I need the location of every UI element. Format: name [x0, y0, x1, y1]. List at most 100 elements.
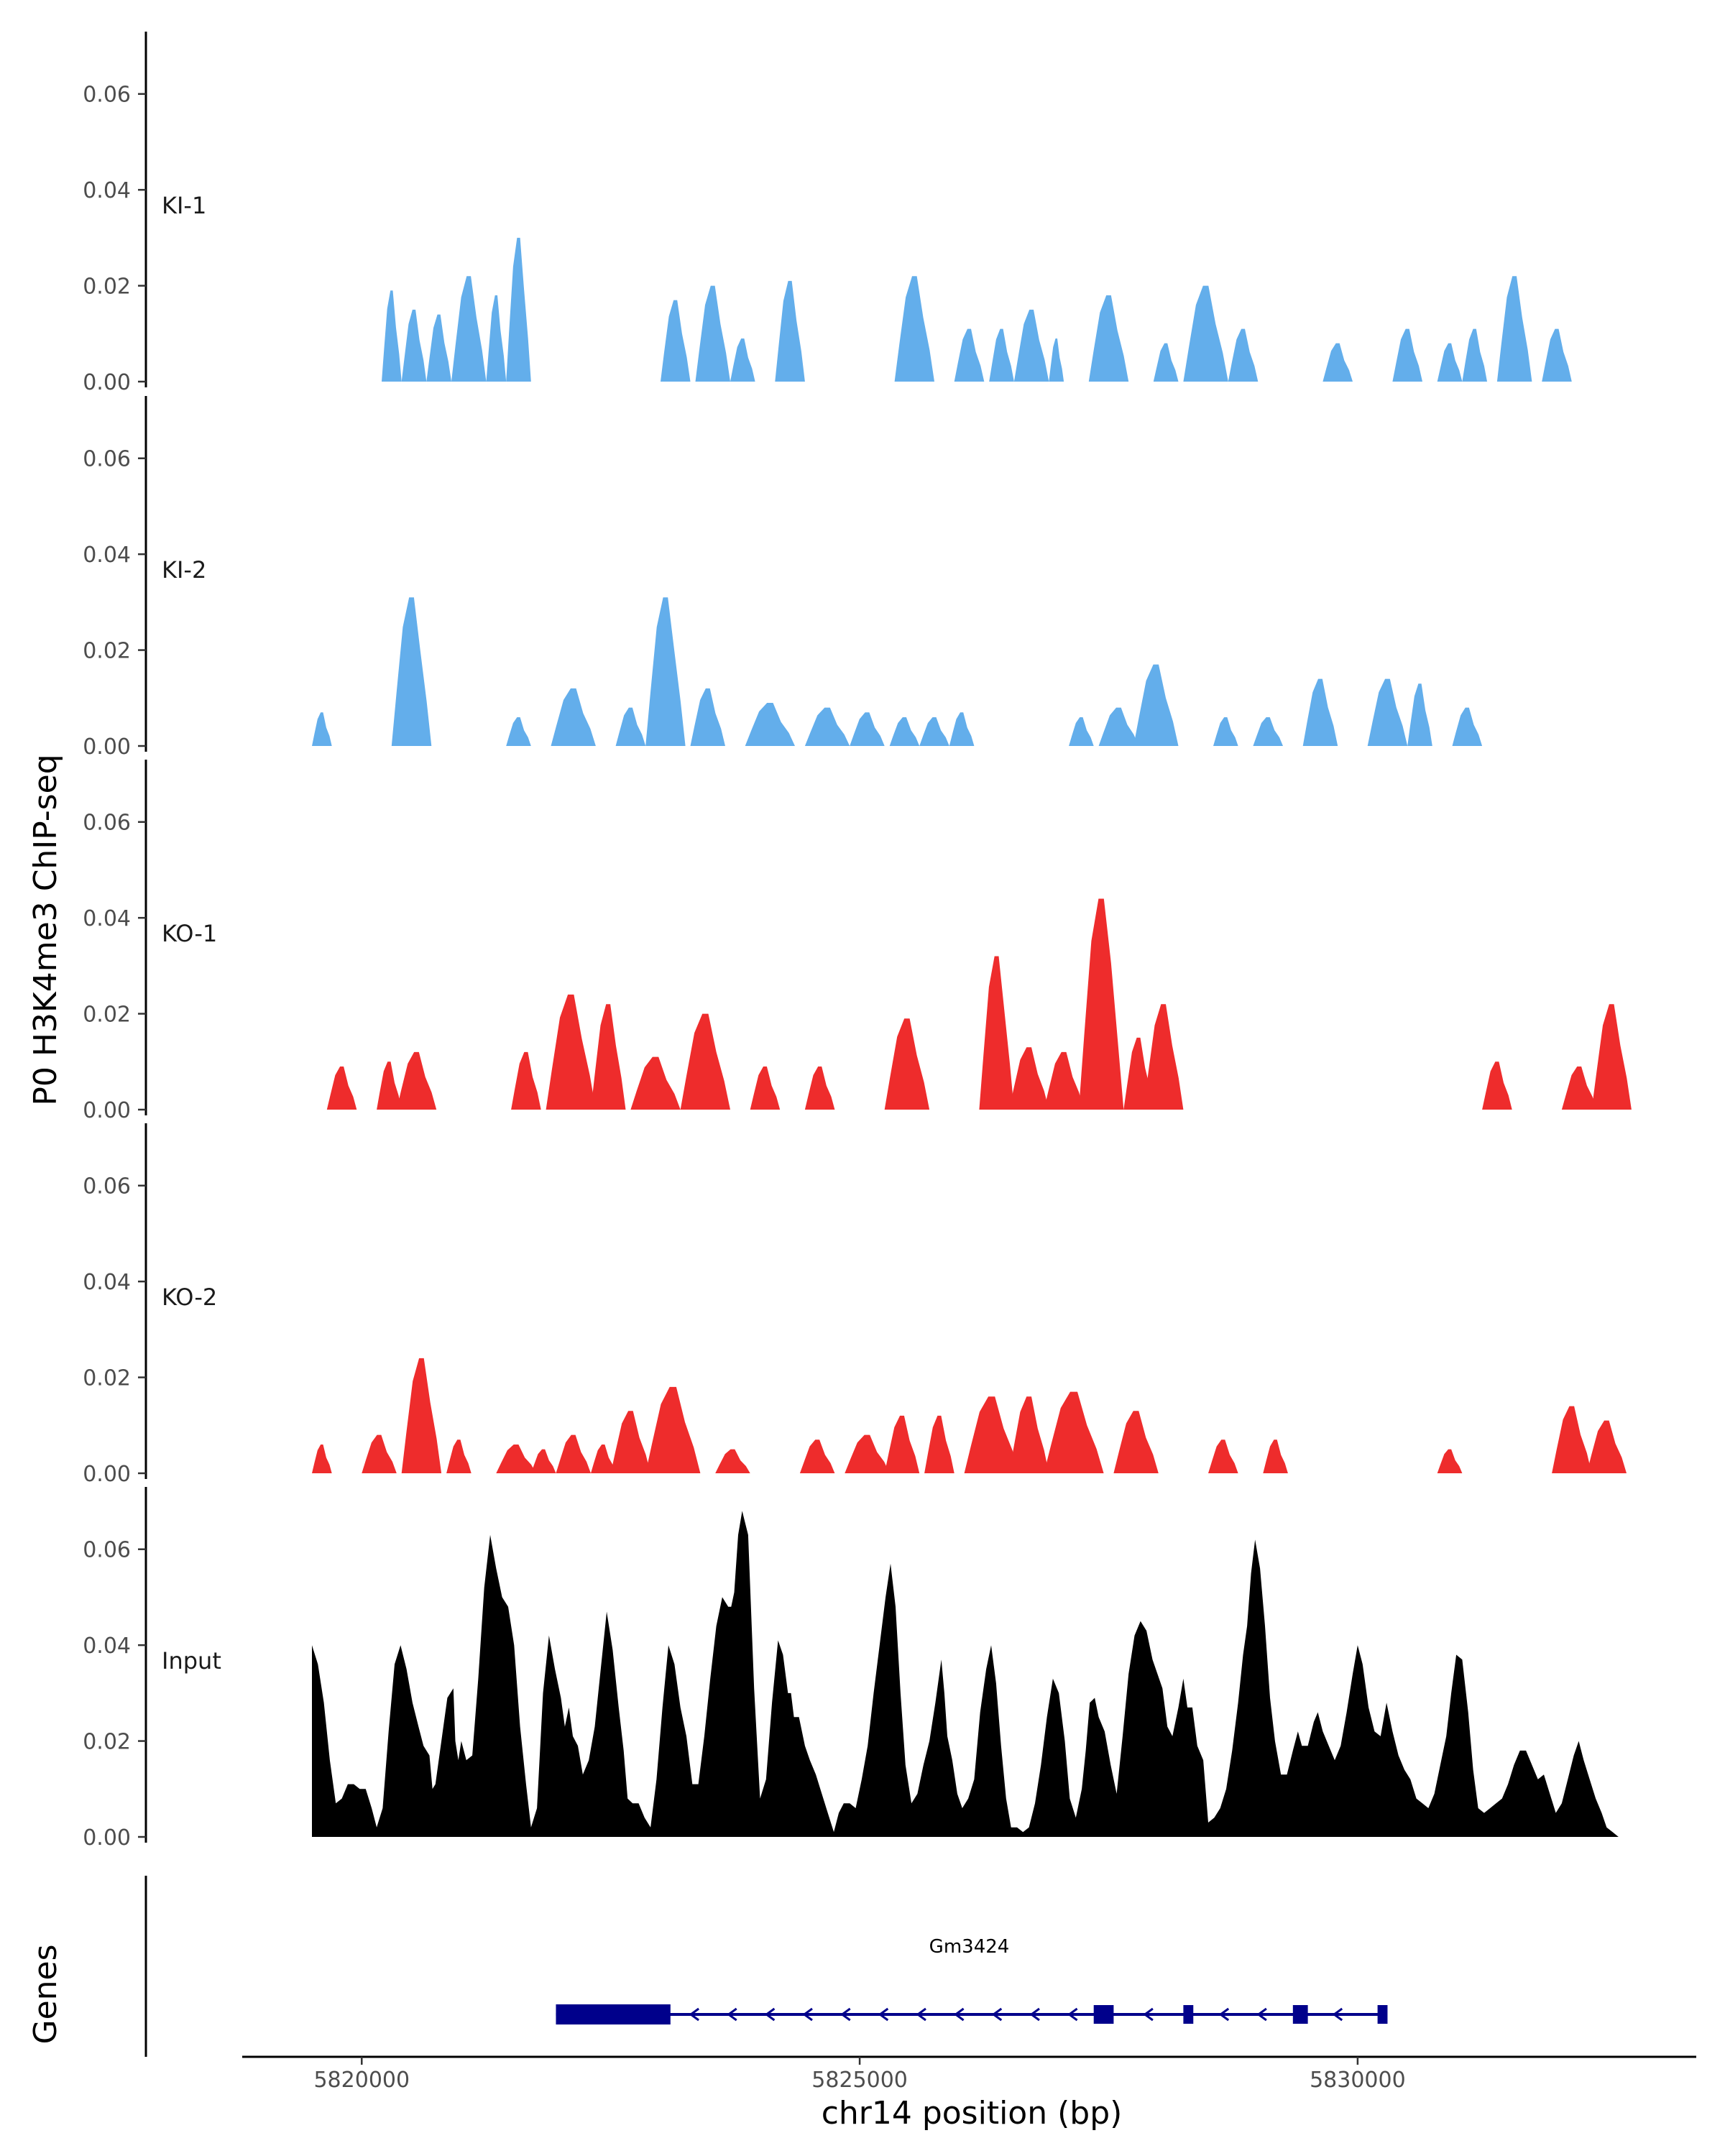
- x-axis-title: chr14 position (bp): [822, 2095, 1123, 2132]
- gene-exon: [1377, 2005, 1388, 2024]
- gene-track: Gm3424: [144, 1876, 1388, 2057]
- signal-peak: [1069, 717, 1094, 746]
- signal-peak: [845, 1434, 890, 1473]
- y-tick-label: 0.04: [83, 178, 131, 203]
- signal-peak: [1586, 1420, 1627, 1473]
- strand-arrow: [1332, 2007, 1343, 2022]
- signal-peak: [645, 597, 686, 746]
- track-label: KO-1: [162, 920, 217, 947]
- signal-peak: [661, 300, 691, 382]
- strand-arrow: [1067, 2007, 1078, 2022]
- signal-peak: [1542, 328, 1572, 382]
- signal-peak: [964, 1396, 1019, 1473]
- signal-peak: [979, 956, 1014, 1110]
- signal-peak: [1008, 1396, 1049, 1473]
- x-tick-label: 5820000: [313, 2068, 410, 2093]
- gene-exon: [556, 2004, 671, 2024]
- track-panel: 0.00 0.02 0.04 0.06 KI-1: [83, 32, 1572, 395]
- strand-arrow: [1143, 2007, 1154, 2022]
- signal-peak: [1496, 276, 1532, 382]
- y-tick-label: 0.06: [83, 83, 131, 108]
- signal-peak: [1263, 1439, 1288, 1473]
- signal-peak: [391, 597, 432, 746]
- strand-arrow: [1029, 2007, 1040, 2022]
- signal-peak: [496, 1445, 536, 1473]
- y-tick-label: 0.00: [83, 1825, 131, 1851]
- signal-peak: [1437, 343, 1463, 382]
- gene-exon: [1183, 2005, 1194, 2024]
- track-panel: 0.00 0.02 0.04 0.06 Input: [83, 1487, 1619, 1851]
- signal-peak: [730, 338, 755, 382]
- signal-peak: [1552, 1406, 1592, 1473]
- y-tick-label: 0.02: [83, 1003, 131, 1028]
- y-tick-label: 0.00: [83, 1098, 131, 1123]
- signal-peak: [377, 1061, 402, 1110]
- signal-peak: [506, 237, 531, 382]
- y-axis-title: P0 H3K4me3 ChIP-seq: [27, 754, 64, 1105]
- signal-peak: [884, 1018, 930, 1110]
- signal-peak: [894, 276, 934, 382]
- signal-peak: [426, 314, 451, 382]
- y-tick-label: 0.06: [83, 447, 131, 472]
- x-axis: 5820000 5825000 5830000: [242, 2055, 1696, 2093]
- track-panel: 0.00 0.02 0.04 0.06 KO-2: [83, 1123, 1627, 1487]
- y-tick-label: 0.06: [83, 1174, 131, 1199]
- signal-peak: [396, 1051, 437, 1110]
- signal-peak: [745, 703, 795, 746]
- signal-peak: [615, 707, 646, 746]
- signal-peak: [1144, 1004, 1184, 1110]
- signal-peak: [1044, 1391, 1104, 1473]
- y-tick-label: 0.06: [83, 811, 131, 836]
- signal-peak: [1008, 1047, 1049, 1110]
- track-label: Input: [162, 1647, 221, 1674]
- signal-peak: [530, 1449, 556, 1473]
- signal-peak: [1213, 717, 1238, 746]
- signal-peak: [546, 994, 596, 1110]
- signal-peak: [1098, 707, 1139, 746]
- signal-peak: [1183, 285, 1228, 382]
- signal-peak: [989, 328, 1014, 382]
- genes-axis-title: Genes: [27, 1944, 64, 2044]
- strand-arrow: [689, 2007, 699, 2022]
- track-label: KI-2: [162, 556, 206, 584]
- signal-peak: [591, 1445, 616, 1473]
- signal-peak: [1437, 1449, 1463, 1473]
- y-tick-label: 0.04: [83, 906, 131, 931]
- y-tick-label: 0.02: [83, 1366, 131, 1391]
- signal-peak: [446, 1439, 472, 1473]
- signal-area: [312, 1511, 1619, 1837]
- signal-peak: [889, 717, 920, 746]
- signal-peak: [312, 1445, 332, 1473]
- signal-peak: [850, 712, 885, 746]
- signal-peak: [1452, 707, 1483, 746]
- gene-exon: [1093, 2005, 1114, 2024]
- signal-peak: [1462, 328, 1487, 382]
- y-tick-label: 0.02: [83, 275, 131, 300]
- signal-peak: [884, 1415, 920, 1473]
- signal-peak: [401, 1358, 442, 1473]
- signal-peak: [1253, 717, 1283, 746]
- signal-peak: [1113, 1411, 1159, 1473]
- signal-peak: [312, 712, 332, 746]
- gene-exon: [1292, 2005, 1308, 2024]
- signal-peak: [715, 1449, 750, 1473]
- signal-peak: [382, 290, 402, 382]
- signal-peak: [401, 309, 427, 382]
- signal-peak: [1044, 1051, 1084, 1110]
- signal-peak: [1561, 1067, 1597, 1110]
- signal-peak: [804, 707, 850, 746]
- signal-peak: [924, 1415, 954, 1473]
- gene-name: Gm3424: [929, 1936, 1010, 1958]
- y-tick-label: 0.00: [83, 734, 131, 760]
- signal-peak: [1049, 338, 1064, 382]
- signal-peak: [680, 1013, 730, 1110]
- track-label: KO-2: [162, 1284, 217, 1311]
- y-tick-label: 0.06: [83, 1538, 131, 1563]
- strand-arrow: [991, 2007, 1003, 2022]
- signal-peak: [804, 1067, 835, 1110]
- strand-arrow: [954, 2007, 965, 2022]
- signal-peak: [610, 1411, 651, 1473]
- y-tick-label: 0.04: [83, 1270, 131, 1295]
- signal-peak: [1088, 295, 1129, 382]
- signal-peak: [690, 688, 725, 746]
